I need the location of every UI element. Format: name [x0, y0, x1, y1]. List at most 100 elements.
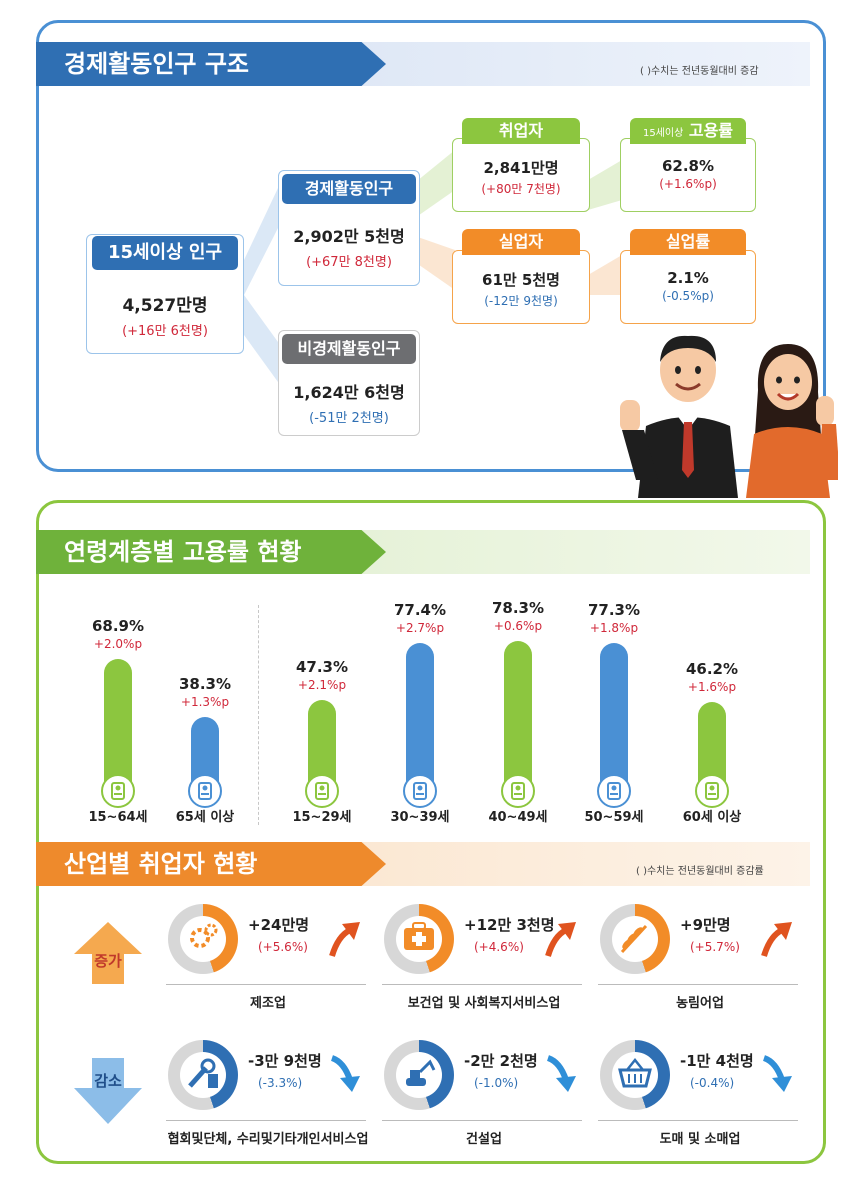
- industry-change-rate: (-0.4%): [690, 1076, 735, 1090]
- industry-name: 건설업: [466, 1132, 502, 1147]
- age-rate-label: 46.2%: [685, 660, 739, 679]
- unemp-rate-delta: (-0.5%p): [662, 289, 714, 303]
- worker-card-icon: [403, 774, 437, 808]
- decrease-label: 감소: [94, 1072, 122, 1090]
- structure-note: ( )수치는 전년동월대비 증감: [640, 66, 759, 77]
- industry-underline: [598, 984, 798, 985]
- age-bar: [406, 642, 434, 790]
- age-rate-label: 78.3%: [491, 599, 545, 618]
- emp-rate-value: 62.8%: [661, 157, 715, 175]
- increase-label: 증가: [94, 952, 122, 970]
- employed-value: 2,841만명: [483, 159, 559, 177]
- age-group-label: 15~29세: [292, 810, 352, 825]
- age-group-label: 40~49세: [488, 810, 548, 825]
- age-rate-label: 77.3%: [587, 601, 641, 620]
- industry-change-rate: (+4.6%): [474, 940, 524, 954]
- industry-ring: [600, 1040, 670, 1110]
- unemployed-label: 실업자: [462, 229, 580, 255]
- basket-icon: [612, 1052, 658, 1102]
- business-people-illustration: [620, 335, 838, 498]
- emp-rate-delta: (+1.6%p): [659, 177, 717, 191]
- industry-name: 농림어업: [676, 996, 724, 1011]
- age-delta-label: +1.6%p: [687, 680, 737, 695]
- medical-kit-icon: [396, 916, 442, 966]
- trend-down-arrow-icon: [760, 1054, 794, 1098]
- industry-underline: [382, 984, 582, 985]
- trend-down-arrow-icon: [544, 1054, 578, 1098]
- industry-change-value: +24만명: [248, 916, 310, 934]
- industry-change-rate: (+5.7%): [690, 940, 740, 954]
- age-title: 연령계층별 고용률 현황: [36, 530, 386, 574]
- trend-up-arrow-icon: [328, 918, 362, 962]
- structure-title: 경제활동인구 구조: [36, 42, 386, 86]
- industry-title: 산업별 취업자 현황: [36, 842, 386, 886]
- unemp-rate-value: 2.1%: [667, 269, 709, 287]
- industry-title-strip: [360, 842, 810, 886]
- pop15-delta: (+16만 6천명): [122, 324, 208, 339]
- age-group-label: 50~59세: [584, 810, 644, 825]
- unemployed-box: 61만 5천명 (-12만 9천명): [452, 250, 590, 324]
- structure-title-strip: [360, 42, 810, 86]
- worker-card-icon: [305, 774, 339, 808]
- employed-delta: (+80만 7천명): [481, 182, 561, 196]
- unemp-rate-label: 실업률: [630, 229, 746, 255]
- age-delta-label: +2.7%p: [395, 620, 445, 635]
- wrench-icon: [180, 1052, 226, 1102]
- active-label: 경제활동인구: [282, 174, 416, 204]
- age-rate-label: 77.4%: [393, 600, 447, 619]
- industry-underline: [382, 1120, 582, 1121]
- age-title-strip: [360, 530, 810, 574]
- pop15-value: 4,527만명: [122, 296, 208, 316]
- worker-card-icon: [101, 774, 135, 808]
- age-group-label: 60세 이상: [682, 810, 742, 825]
- inactive-label: 비경제활동인구: [282, 334, 416, 364]
- gears-icon: [180, 916, 226, 966]
- increase-arrow-badge: [74, 922, 142, 984]
- age-delta-label: +2.1%p: [297, 678, 347, 693]
- age-bar: [104, 659, 132, 790]
- industry-ring: [384, 1040, 454, 1110]
- trend-up-arrow-icon: [760, 918, 794, 962]
- industry-change-value: -2만 2천명: [464, 1052, 538, 1070]
- emp-rate-label-small: 15세이상: [642, 128, 684, 139]
- emp-rate-label: 고용률: [688, 121, 734, 140]
- worker-card-icon: [501, 774, 535, 808]
- inactive-value: 1,624만 6천명: [293, 383, 405, 402]
- employed-label: 취업자: [462, 118, 580, 144]
- active-value: 2,902만 5천명: [293, 227, 405, 246]
- age-group-label: 65세 이상: [175, 810, 235, 825]
- employed-box: 2,841만명 (+80만 7천명): [452, 138, 590, 212]
- industry-change-value: -1만 4천명: [680, 1052, 754, 1070]
- pop15-label: 15세이상 인구: [92, 236, 238, 270]
- age-bar: [504, 641, 532, 790]
- age-divider: [258, 605, 259, 825]
- industry-change-value: +12만 3천명: [464, 916, 555, 934]
- industry-name: 제조업: [250, 996, 286, 1011]
- industry-underline: [166, 984, 366, 985]
- unemployed-delta: (-12만 9천명): [484, 294, 558, 308]
- excavator-icon: [396, 1052, 442, 1102]
- age-delta-label: +1.8%p: [589, 621, 639, 636]
- trend-down-arrow-icon: [328, 1054, 362, 1098]
- age-rate-label: 68.9%: [91, 617, 145, 636]
- industry-name: 협회및단체, 수리및기타개인서비스업: [167, 1132, 369, 1147]
- industry-change-value: -3만 9천명: [248, 1052, 322, 1070]
- industry-note: ( )수치는 전년동월대비 증감률: [636, 866, 764, 877]
- age-delta-label: +1.3%p: [180, 695, 230, 710]
- worker-card-icon: [695, 774, 729, 808]
- age-rate-label: 38.3%: [178, 675, 232, 694]
- industry-ring: [168, 1040, 238, 1110]
- age-group-label: 15~64세: [88, 810, 148, 825]
- age-group-label: 30~39세: [390, 810, 450, 825]
- wheat-icon: [612, 916, 658, 966]
- trend-up-arrow-icon: [544, 918, 578, 962]
- industry-ring: [600, 904, 670, 974]
- emp-rate-label-tab: 15세이상 고용률: [630, 118, 746, 144]
- industry-ring: [168, 904, 238, 974]
- age-rate-label: 47.3%: [295, 658, 349, 677]
- industry-change-rate: (-1.0%): [474, 1076, 519, 1090]
- inactive-delta: (-51만 2천명): [309, 411, 389, 426]
- industry-underline: [166, 1120, 366, 1121]
- age-delta-label: +0.6%p: [493, 619, 543, 634]
- unemp-rate-box: 2.1% (-0.5%p): [620, 250, 756, 324]
